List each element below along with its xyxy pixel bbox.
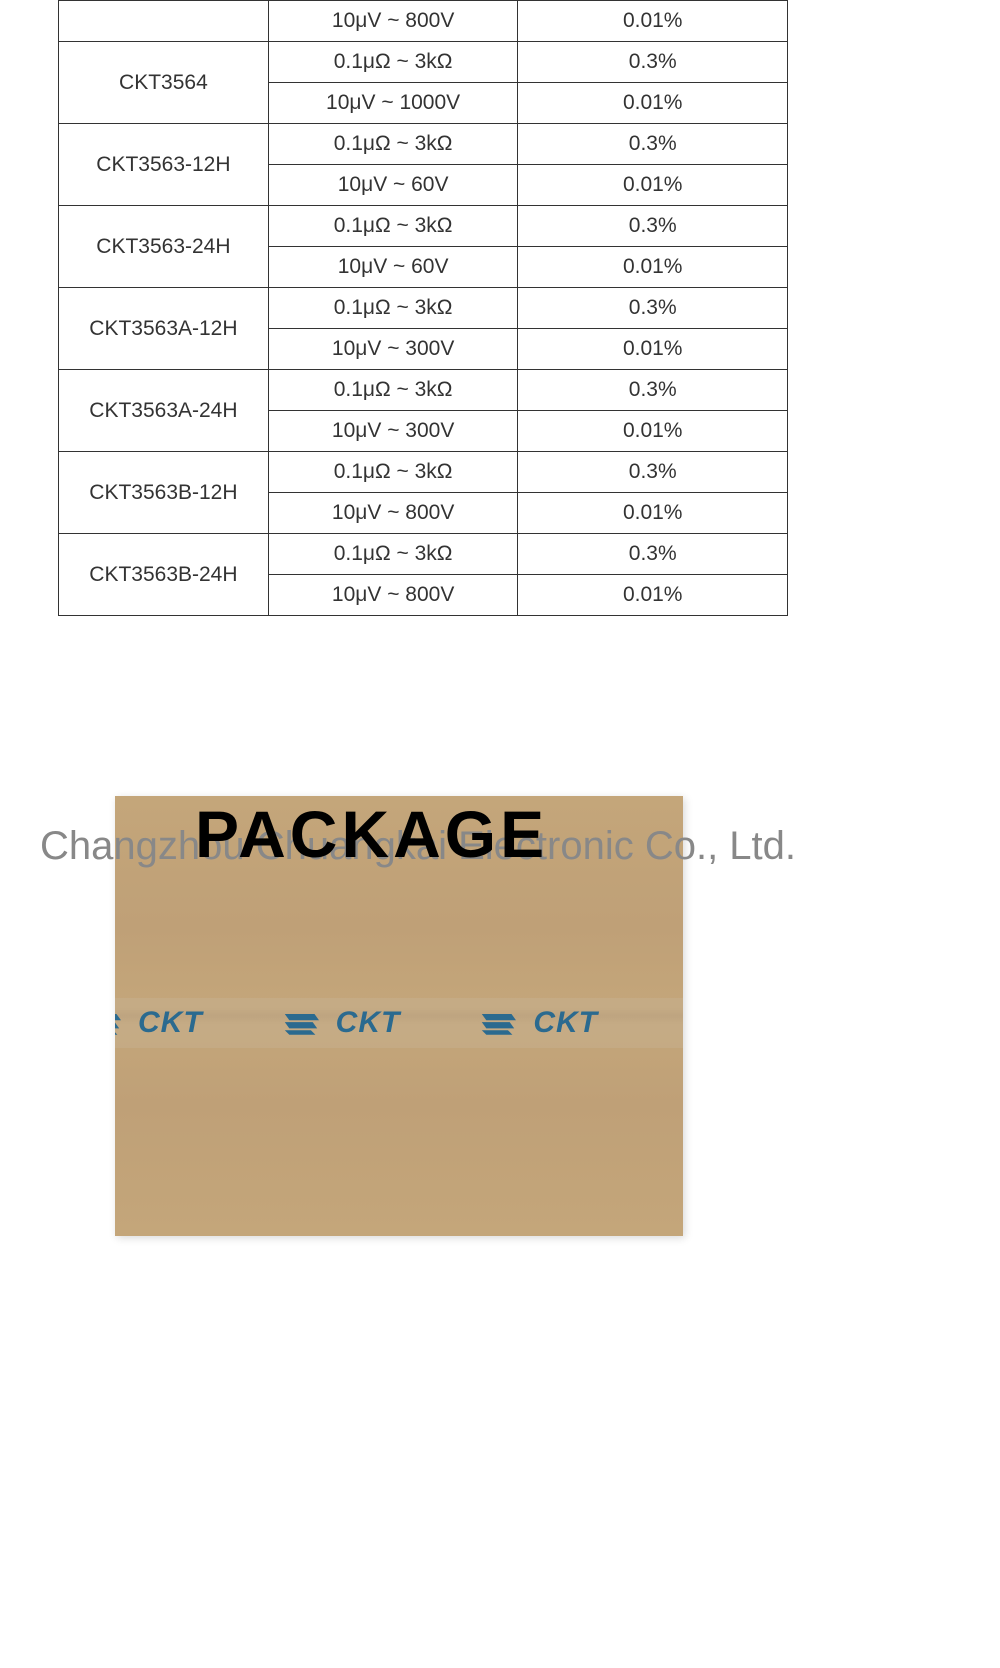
range-cell: 0.1μΩ ~ 3kΩ [268, 206, 518, 247]
tape-logo-text: CKT [138, 1006, 203, 1040]
table-row: CKT3563-24H0.1μΩ ~ 3kΩ0.3% [59, 206, 788, 247]
tape-logo-lines-icon [283, 1009, 328, 1037]
tape-logo-lines-icon [115, 1009, 130, 1037]
table-row: CKT35640.1μΩ ~ 3kΩ0.3% [59, 42, 788, 83]
accuracy-cell: 0.01% [518, 329, 788, 370]
model-cell: CKT3563B-24H [59, 534, 269, 616]
model-cell: CKT3563A-24H [59, 370, 269, 452]
accuracy-cell: 0.01% [518, 493, 788, 534]
table-row: CKT3563A-12H0.1μΩ ~ 3kΩ0.3% [59, 288, 788, 329]
package-section: PACKAGE Changzhou Chuangkai Electronic C… [0, 796, 1000, 1236]
range-cell: 10μV ~ 800V [268, 1, 518, 42]
table-row: CKT3563-12H0.1μΩ ~ 3kΩ0.3% [59, 124, 788, 165]
tape-logo-text: CKT [533, 1006, 598, 1040]
accuracy-cell: 0.01% [518, 575, 788, 616]
model-cell: CKT3564 [59, 42, 269, 124]
range-cell: 10μV ~ 1000V [268, 83, 518, 124]
specifications-table: 10μV ~ 800V0.01%CKT35640.1μΩ ~ 3kΩ0.3%10… [58, 0, 788, 616]
range-cell: 0.1μΩ ~ 3kΩ [268, 288, 518, 329]
model-cell [59, 1, 269, 42]
table-row: 10μV ~ 800V0.01% [59, 1, 788, 42]
range-cell: 0.1μΩ ~ 3kΩ [268, 452, 518, 493]
model-cell: CKT3563A-12H [59, 288, 269, 370]
table-row: CKT3563B-12H0.1μΩ ~ 3kΩ0.3% [59, 452, 788, 493]
model-cell: CKT3563-12H [59, 124, 269, 206]
accuracy-cell: 0.3% [518, 370, 788, 411]
range-cell: 10μV ~ 800V [268, 575, 518, 616]
range-cell: 10μV ~ 300V [268, 411, 518, 452]
range-cell: 10μV ~ 60V [268, 247, 518, 288]
range-cell: 0.1μΩ ~ 3kΩ [268, 42, 518, 83]
accuracy-cell: 0.3% [518, 452, 788, 493]
model-cell: CKT3563-24H [59, 206, 269, 288]
accuracy-cell: 0.01% [518, 247, 788, 288]
accuracy-cell: 0.01% [518, 411, 788, 452]
accuracy-cell: 0.3% [518, 534, 788, 575]
accuracy-cell: 0.3% [518, 42, 788, 83]
tape-logo-lines-icon [480, 1009, 525, 1037]
package-title: PACKAGE [195, 796, 548, 872]
range-cell: 10μV ~ 60V [268, 165, 518, 206]
range-cell: 0.1μΩ ~ 3kΩ [268, 534, 518, 575]
table-row: CKT3563B-24H0.1μΩ ~ 3kΩ0.3% [59, 534, 788, 575]
range-cell: 0.1μΩ ~ 3kΩ [268, 370, 518, 411]
model-cell: CKT3563B-12H [59, 452, 269, 534]
tape-logo-text: CKT [336, 1006, 401, 1040]
box-tape: CKT CKT CKT [115, 998, 683, 1048]
accuracy-cell: 0.01% [518, 83, 788, 124]
table-row: CKT3563A-24H0.1μΩ ~ 3kΩ0.3% [59, 370, 788, 411]
range-cell: 0.1μΩ ~ 3kΩ [268, 124, 518, 165]
accuracy-cell: 0.01% [518, 165, 788, 206]
accuracy-cell: 0.3% [518, 206, 788, 247]
accuracy-cell: 0.3% [518, 288, 788, 329]
accuracy-cell: 0.3% [518, 124, 788, 165]
accuracy-cell: 0.01% [518, 1, 788, 42]
range-cell: 10μV ~ 800V [268, 493, 518, 534]
range-cell: 10μV ~ 300V [268, 329, 518, 370]
